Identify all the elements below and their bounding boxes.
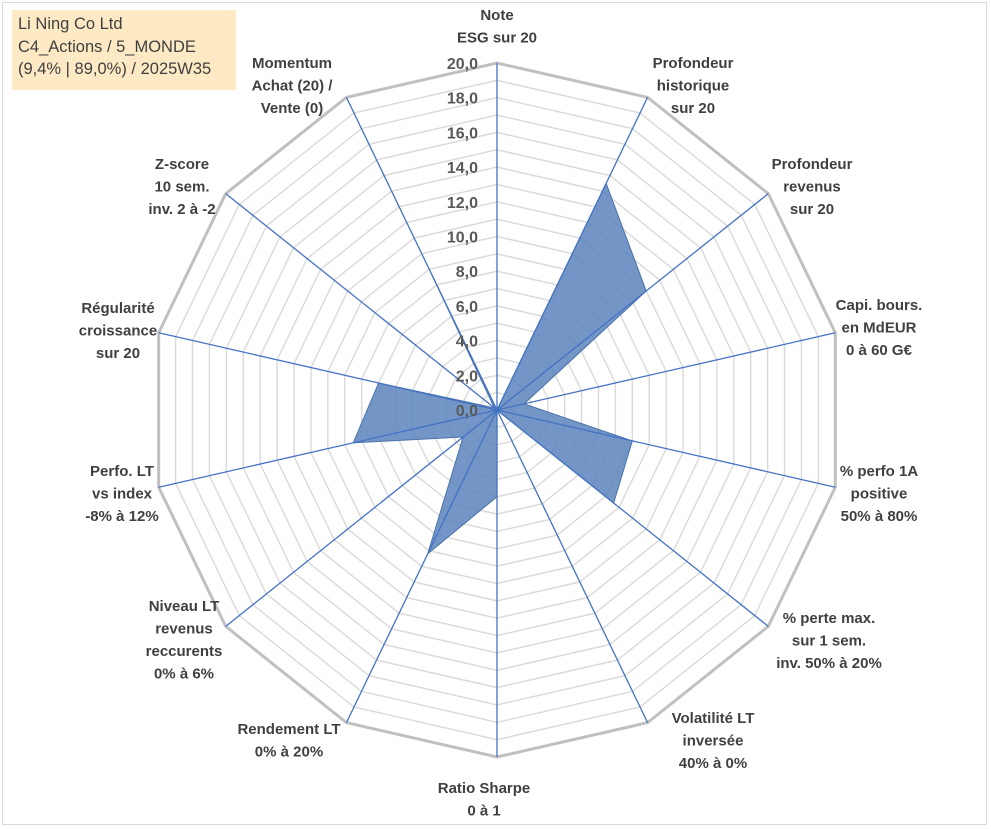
axis-label-line: inversée: [683, 733, 744, 750]
axis-label-line: sur 1 sem.: [792, 633, 866, 650]
axis-label-line: Rendement LT: [237, 721, 340, 738]
axis-label-line: Ratio Sharpe: [438, 780, 531, 797]
axis-label-line: reccurents: [146, 643, 223, 660]
radar-spoke: [496, 97, 649, 411]
title-line-category: C4_Actions / 5_MONDE: [18, 37, 196, 56]
axis-label-line: Régularité: [81, 300, 154, 317]
axis-label-line: sur 20: [96, 345, 140, 362]
axis-label-line: 40% à 0%: [679, 755, 747, 772]
r-tick-label: 2,0: [456, 368, 478, 385]
r-tick-label: 6,0: [456, 299, 478, 316]
axis-label-line: inv. 50% à 20%: [776, 655, 882, 672]
r-tick-label: 12,0: [447, 195, 478, 212]
radar-spoke: [496, 193, 769, 411]
radar-spokes: [158, 63, 836, 757]
r-tick-label: 8,0: [456, 264, 478, 281]
title-line-stats: (9,4% | 89,0%) / 2025W35: [18, 60, 212, 78]
axis-label-line: Perfo. LT: [90, 463, 154, 480]
radar-spoke: [158, 409, 498, 488]
axis-label-line: revenus: [783, 179, 841, 196]
axis-label-line: en MdEUR: [842, 320, 917, 337]
axis-label-line: sur 20: [671, 100, 715, 117]
axis-label-line: inv. 2 à -2: [148, 201, 215, 218]
radar-spoke: [158, 332, 498, 411]
chart-title-box: Li Ning Co Ltd C4_Actions / 5_MONDE (9,4…: [12, 10, 236, 90]
axis-label-line: 0% à 6%: [154, 666, 214, 683]
axis-label-line: 0 à 1: [467, 803, 500, 820]
axis-label-line: 50% à 80%: [841, 508, 918, 525]
axis-label-line: positive: [851, 486, 908, 503]
axis-label-line: % perfo 1A: [840, 463, 919, 480]
axis-label-line: 0% à 20%: [255, 744, 323, 761]
radar-spoke: [345, 409, 498, 723]
axis-label-line: % perte max.: [783, 610, 876, 627]
axis-label-line: Niveau LT: [149, 598, 220, 615]
axis-label-line: -8% à 12%: [85, 508, 158, 525]
radar-spoke: [496, 409, 836, 488]
r-tick-label: 18,0: [447, 91, 478, 108]
radar-spoke: [496, 409, 649, 723]
axis-label-line: Vente (0): [261, 100, 324, 117]
axis-label-line: 0 à 60 G€: [846, 342, 913, 359]
r-tick-label: 14,0: [447, 160, 478, 177]
title-line-company: Li Ning Co Ltd: [18, 15, 123, 33]
radar-spoke: [496, 409, 769, 627]
radar-axis-labels: Note ESG sur 20 Profondeur historique sur 20…: [79, 7, 923, 820]
radar-spoke: [345, 97, 498, 411]
axis-label-line: Achat (20) /: [252, 78, 334, 95]
axis-label-line: Capi. bours.: [836, 297, 923, 314]
r-tick-label: 20,0: [447, 56, 478, 73]
radar-spoke: [225, 193, 498, 411]
axis-label-line: ESG sur 20: [457, 30, 537, 47]
axis-label-line: Profondeur: [772, 156, 853, 173]
axis-label-line: croissance: [79, 323, 157, 340]
axis-label-line: sur 20: [790, 201, 834, 218]
radar-spoke: [225, 409, 498, 627]
axis-label-line: Momentum: [252, 55, 332, 72]
axis-label-line: historique: [657, 78, 730, 95]
axis-label-line: Profondeur: [653, 55, 734, 72]
r-tick-label: 10,0: [447, 230, 478, 247]
axis-label-line: vs index: [92, 486, 153, 503]
radar-spoke: [496, 332, 836, 411]
r-tick-label: 16,0: [447, 125, 478, 142]
r-tick-label: 4,0: [456, 334, 478, 351]
axis-label-line: Volatilité LT: [672, 710, 755, 727]
axis-label-line: Note: [480, 7, 513, 24]
axis-label-line: 10 sem.: [154, 179, 209, 196]
axis-label-line: revenus: [155, 621, 213, 638]
axis-label-line: Z-score: [155, 156, 209, 173]
r-tick-label: 0,0: [456, 403, 478, 420]
radar-tick-labels: 0,0 2,0 4,0 6,0 8,0 10,0 12,0 14,0 16,0 18,0 20,0: [447, 56, 478, 420]
